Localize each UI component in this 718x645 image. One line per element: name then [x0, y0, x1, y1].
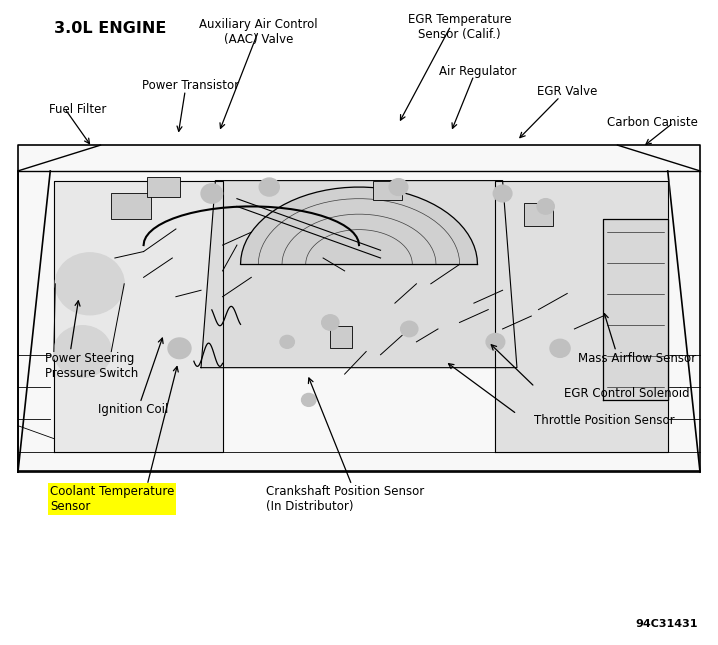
Circle shape	[65, 261, 115, 306]
Polygon shape	[54, 181, 223, 452]
Circle shape	[550, 339, 570, 357]
Text: Fuel Filter: Fuel Filter	[49, 103, 106, 116]
Text: Auxiliary Air Control
(AAC) Valve: Auxiliary Air Control (AAC) Valve	[199, 18, 318, 46]
Polygon shape	[241, 187, 477, 264]
Text: EGR Temperature
Sensor (Calif.): EGR Temperature Sensor (Calif.)	[408, 13, 511, 41]
Text: Carbon Caniste: Carbon Caniste	[607, 116, 698, 129]
Circle shape	[55, 253, 124, 315]
Circle shape	[389, 179, 408, 195]
Polygon shape	[495, 181, 668, 452]
Text: 94C31431: 94C31431	[635, 619, 698, 630]
Circle shape	[77, 272, 103, 295]
Circle shape	[280, 335, 294, 348]
Circle shape	[168, 338, 191, 359]
Text: Mass Airflow Sensor: Mass Airflow Sensor	[578, 352, 696, 364]
Text: Air Regulator: Air Regulator	[439, 64, 516, 77]
Circle shape	[65, 335, 101, 368]
Bar	[373, 181, 402, 200]
Bar	[524, 203, 553, 226]
Text: Crankshaft Position Sensor
(In Distributor): Crankshaft Position Sensor (In Distribut…	[266, 485, 424, 513]
Bar	[330, 326, 352, 348]
Circle shape	[201, 184, 223, 203]
Polygon shape	[201, 181, 517, 368]
Text: EGR Control Solenoid: EGR Control Solenoid	[564, 387, 689, 400]
Circle shape	[493, 185, 512, 202]
Circle shape	[401, 321, 418, 337]
Circle shape	[537, 199, 554, 214]
Text: Power Steering
Pressure Switch: Power Steering Pressure Switch	[45, 352, 138, 379]
Polygon shape	[603, 219, 668, 400]
Text: Throttle Position Sensor: Throttle Position Sensor	[534, 414, 675, 427]
Bar	[147, 177, 180, 197]
Circle shape	[259, 178, 279, 196]
Text: Coolant Temperature
Sensor: Coolant Temperature Sensor	[50, 485, 174, 513]
Circle shape	[322, 315, 339, 330]
Text: Power Transistor: Power Transistor	[141, 79, 239, 92]
Polygon shape	[18, 145, 700, 472]
Text: Ignition Coil: Ignition Coil	[98, 403, 168, 416]
Bar	[111, 194, 151, 219]
Text: EGR Valve: EGR Valve	[537, 85, 597, 98]
Circle shape	[54, 326, 111, 377]
Circle shape	[302, 393, 316, 406]
Circle shape	[486, 333, 505, 350]
Text: 3.0L ENGINE: 3.0L ENGINE	[54, 21, 167, 35]
